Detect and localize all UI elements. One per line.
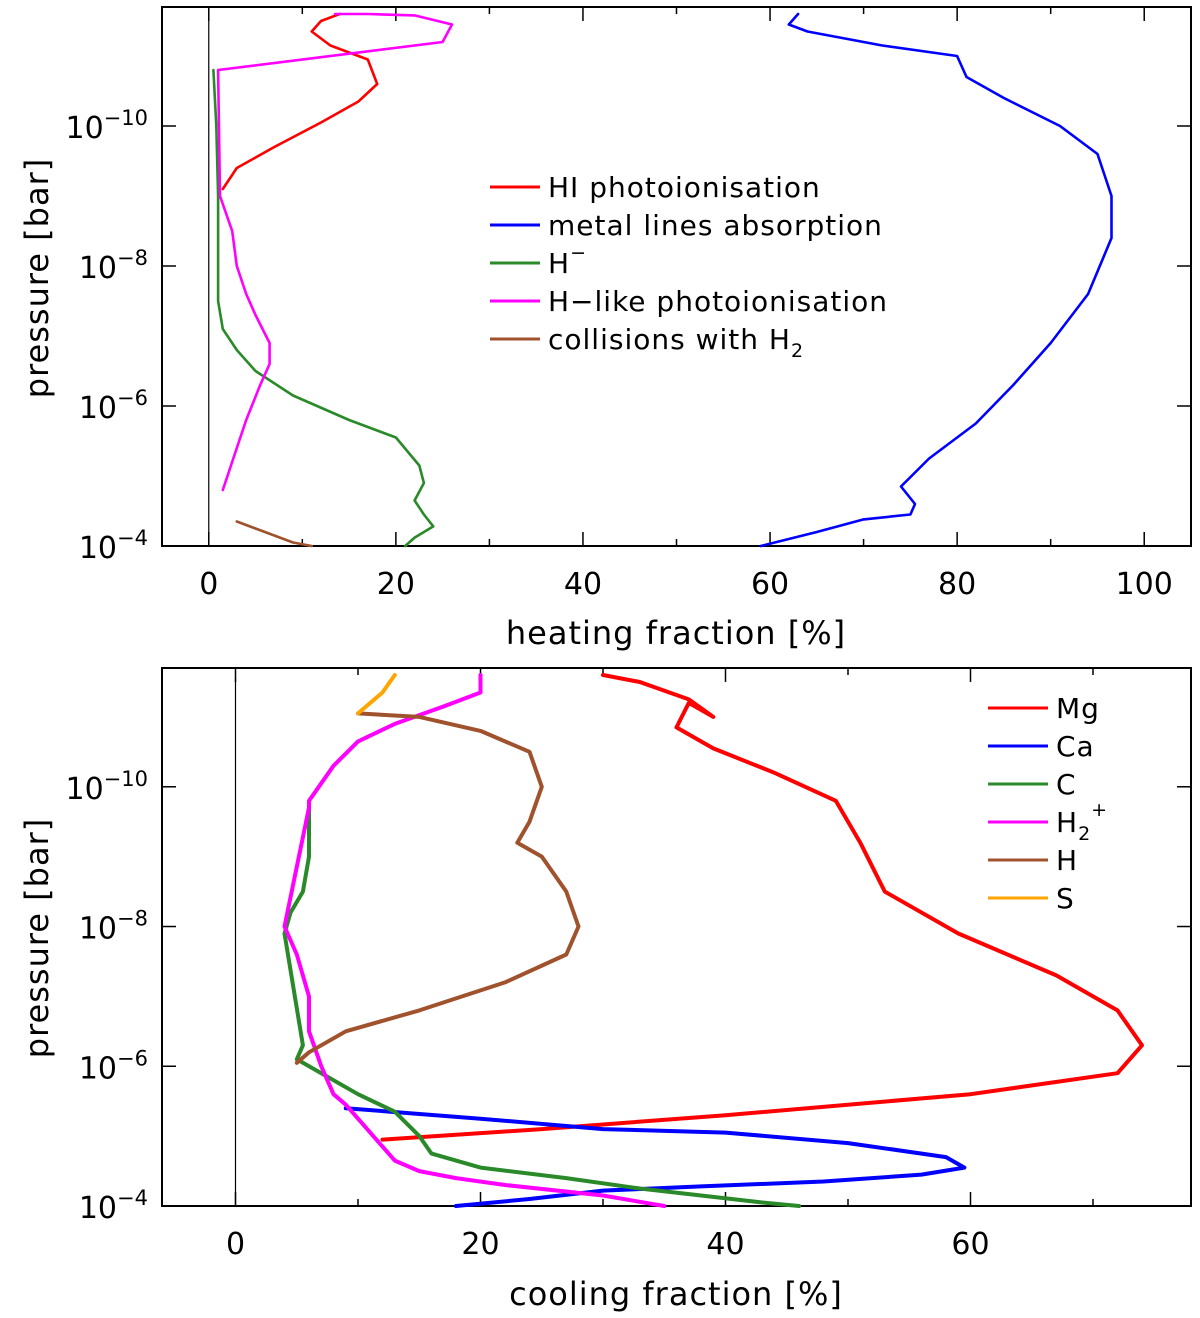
- series-line-collisions-with-h: [235, 520, 313, 548]
- series-line-c: [282, 805, 801, 1208]
- y-axis-label: pressure [bar]: [18, 158, 56, 398]
- x-tick-label: 20: [461, 1227, 499, 1262]
- x-tick-label: 0: [226, 1227, 245, 1262]
- legend-label: H−: [548, 242, 587, 280]
- x-axis-label: heating fraction [%]: [506, 614, 846, 652]
- y-tick-label: 10−6: [79, 1046, 148, 1086]
- y-tick-label: 10−4: [79, 1186, 148, 1226]
- series-line-ca: [343, 1106, 967, 1208]
- legend-label: HI photoionisation: [548, 171, 821, 204]
- y-tick-label: 10−6: [79, 386, 148, 426]
- legend-label: Mg: [1056, 692, 1100, 725]
- legend-label: H2+: [1056, 799, 1108, 845]
- x-axis-label: cooling fraction [%]: [509, 1275, 843, 1313]
- plot-frame: [161, 667, 1192, 1207]
- series-line-h-absorption: [212, 68, 435, 548]
- y-tick-label: 10−8: [79, 907, 148, 947]
- heating-fraction-panel: heating fraction [%] pressure [bar] 0 20 4…: [18, 6, 1192, 652]
- series-line-h: [294, 711, 581, 1065]
- legend-label: metal lines absorption: [548, 209, 883, 242]
- series-line-metal-lines-absorption: [759, 12, 1113, 548]
- x-tick-label: 60: [751, 567, 789, 602]
- legend-label: C: [1056, 768, 1077, 801]
- y-tick-label: 10−10: [65, 106, 148, 146]
- legend-label: S: [1056, 882, 1075, 915]
- legend-label: Ca: [1056, 730, 1095, 763]
- series-line-hi-photoionisation: [221, 12, 379, 191]
- x-tick-label: 60: [951, 1227, 989, 1262]
- legend-label: H−like photoionisation: [548, 285, 888, 318]
- y-tick-label: 10−4: [79, 526, 148, 566]
- x-tick-label: 80: [938, 567, 976, 602]
- plot-frame: [161, 6, 1192, 547]
- series-line-h-like-photoionisation: [216, 12, 454, 492]
- x-tick-label: 40: [706, 1227, 744, 1262]
- legend-label: collisions with H2: [548, 323, 804, 362]
- legend-label: H: [1056, 844, 1078, 877]
- cooling-fraction-panel: cooling fraction [%] pressure [bar] 0 20 4…: [18, 667, 1192, 1313]
- x-tick-label: 40: [564, 567, 602, 602]
- y-axis-label: pressure [bar]: [18, 818, 56, 1058]
- x-tick-label: 0: [199, 567, 218, 602]
- x-tick-label: 20: [377, 567, 415, 602]
- series-line-h: [282, 673, 667, 1208]
- x-tick-label: 100: [1116, 567, 1173, 602]
- y-tick-label: 10−8: [79, 246, 148, 286]
- y-tick-label: 10−10: [65, 767, 148, 807]
- series-line-mg: [380, 673, 1144, 1142]
- series-line-s: [356, 673, 397, 716]
